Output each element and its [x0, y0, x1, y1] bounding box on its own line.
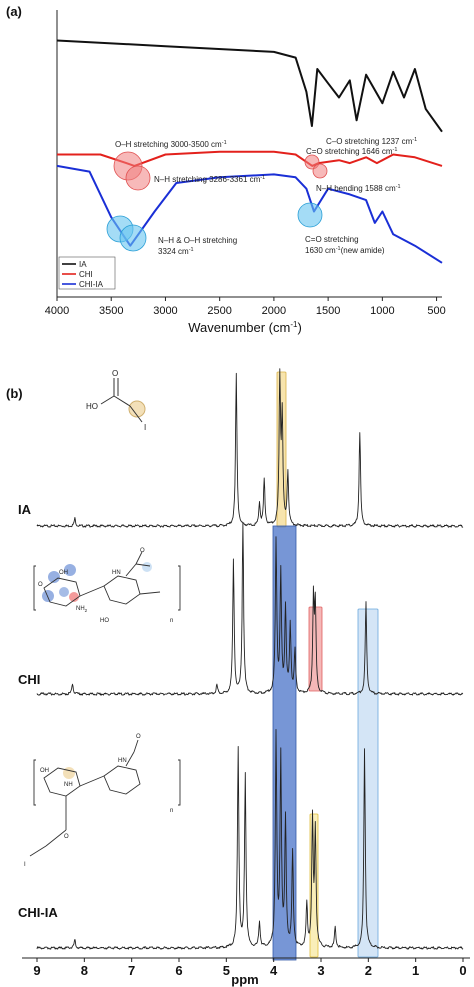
structure-chitosan: OH O NH2 HN O HO n [33, 548, 181, 624]
svg-text:O: O [38, 582, 43, 588]
ftir-series-ia [56, 39, 443, 133]
nh-oh-annotation-1: N–H & O–H stretching [158, 236, 237, 245]
structure-i: I [144, 423, 146, 432]
panel-b-tick-label: 4 [270, 963, 278, 978]
panel-a-tick-label: 3000 [153, 305, 177, 317]
legend-label-chi-ia: CHI-IA [79, 280, 104, 289]
svg-text:NH2: NH2 [76, 606, 88, 613]
panel-a-tick-label: 4000 [45, 305, 69, 317]
panel-b-tick-label: 6 [175, 963, 182, 978]
svg-text:O: O [64, 834, 69, 840]
panel-b-tick-label: 5 [223, 963, 230, 978]
panel-a-xlabel: Wavenumber (cm-1) [188, 320, 302, 335]
structure-chi-ia: OH NH HN O O I n [24, 734, 181, 868]
panel-a-tick-label: 1500 [316, 305, 340, 317]
nh-oh-circle-2 [119, 224, 147, 252]
panel-a-tick-label: 2000 [262, 305, 286, 317]
legend-label-chi: CHI [79, 270, 93, 279]
legend-label-ia: IA [79, 260, 87, 269]
svg-text:n: n [170, 618, 173, 624]
panel-a-label: (a) [6, 4, 22, 19]
svg-text:HO: HO [100, 618, 109, 624]
panel-b-tick-label: 3 [317, 963, 324, 978]
panel-a-tick-label: 3500 [99, 305, 123, 317]
svg-text:n: n [170, 808, 173, 814]
panel-a-x-ticks: 4000 3500 3000 2500 2000 1500 1000 500 [45, 297, 446, 317]
panel-b-tick-label: 1 [412, 963, 419, 978]
co-ia-annotation: C–O stretching 1237 cm-1 [326, 137, 417, 146]
panel-a-tick-label: 2500 [207, 305, 231, 317]
nmr-label-chi-ia: CHI-IA [18, 905, 58, 920]
svg-text:NH: NH [64, 782, 73, 788]
nmr-spectrum-ia [36, 368, 464, 528]
nmr-label-chi: CHI [18, 672, 40, 687]
panel-b-label: (b) [6, 386, 23, 401]
panel-b-tick-label: 9 [33, 963, 40, 978]
panel-b-tick-label: 8 [81, 963, 88, 978]
svg-text:OH: OH [40, 768, 49, 774]
amide-annotation-2: 1630 cm-1(new amide) [305, 246, 385, 255]
structure-ho: HO [86, 402, 98, 411]
nmr-spectrum-chi-ia [36, 728, 464, 950]
amide-annotation-1: C=O stretching [305, 235, 359, 244]
panel-a-highlight-circles [106, 151, 328, 252]
structure-iodoacetic-acid: HO O I [86, 369, 146, 432]
panel-b-tick-label: 2 [365, 963, 372, 978]
nh-oh-annotation-2: 3324 cm-1 [158, 247, 194, 256]
panel-b-tick-label: 0 [459, 963, 466, 978]
co-chi-annotation: C=O stretching 1646 cm-1 [306, 147, 397, 156]
panel-b-spectra [36, 368, 464, 950]
nh-bend-circle [312, 163, 328, 179]
nh-annotation: N–H stretching 3286-3361 cm-1 [154, 175, 265, 184]
panel-a-tick-label: 1000 [370, 305, 394, 317]
panel-a-legend: IA CHI CHI-IA [58, 256, 116, 290]
nh-bend-annotation: N–H bending 1588 cm-1 [316, 184, 401, 193]
amide-circle [297, 202, 323, 228]
nmr-label-ia: IA [18, 502, 32, 517]
structure-highlight-ch2 [128, 400, 146, 418]
svg-text:HN: HN [118, 758, 127, 764]
panel-b-tick-label: 7 [128, 963, 135, 978]
svg-text:O: O [140, 548, 145, 554]
svg-text:OH: OH [59, 570, 68, 576]
panel-a-annotations: O–H stretching 3000-3500 cm-1 N–H stretc… [115, 137, 417, 256]
svg-text:HN: HN [112, 570, 121, 576]
svg-text:O: O [136, 734, 141, 740]
structure-o: O [112, 369, 118, 378]
oh-annotation: O–H stretching 3000-3500 cm-1 [115, 140, 227, 149]
band-acetyl [357, 608, 379, 958]
panel-b-x-ticks: 9 8 7 6 5 4 3 2 1 0 [33, 958, 467, 978]
nh-circle [125, 165, 151, 191]
nmr-spectrum-chi [36, 522, 464, 696]
panel-b-xlabel: ppm [231, 972, 258, 987]
svg-text:I: I [24, 862, 26, 868]
panel-a-tick-label: 500 [427, 305, 445, 317]
